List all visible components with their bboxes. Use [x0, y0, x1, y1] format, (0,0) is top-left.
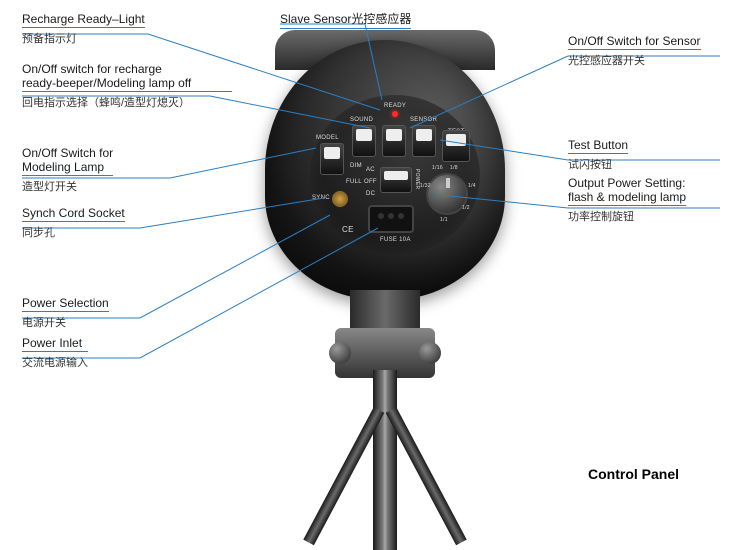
ce-text: CE — [342, 225, 354, 234]
flash-head: READY SOUND SENSOR TEST MODEL DIM FULL A… — [265, 40, 505, 300]
sensor-text: SENSOR — [410, 117, 437, 123]
sound-switch — [352, 125, 376, 157]
dim-text: DIM — [350, 163, 362, 169]
dial-16: 1/16 — [432, 165, 443, 171]
label-power-inlet: Power Inlet 交流电源输入 — [22, 336, 88, 370]
dc-text: DC — [366, 191, 375, 197]
dial-2: 1/2 — [462, 205, 470, 211]
label-test-button: Test Button 试闪按钮 — [568, 138, 628, 172]
device: READY SOUND SENSOR TEST MODEL DIM FULL A… — [255, 40, 515, 480]
modeling-switch — [320, 143, 344, 175]
sensor-switch — [412, 125, 436, 157]
label-power-selection: Power Selection 电源开关 — [22, 296, 109, 330]
ac-text: AC — [366, 167, 375, 173]
ready-led-icon — [392, 111, 398, 117]
off-text: OFF — [364, 179, 377, 185]
label-sync-socket: Synch Cord Socket 同步孔 — [22, 206, 125, 240]
fuse-text: FUSE 10A — [380, 237, 411, 243]
test-switch — [442, 130, 470, 162]
dial-4: 1/4 — [468, 183, 476, 189]
sync-socket-icon — [332, 191, 348, 207]
sync-text: SYNC — [312, 195, 330, 201]
label-sensor-switch: On/Off Switch for Sensor 光控感应器开关 — [568, 34, 701, 68]
knob-right — [419, 342, 441, 364]
knob-left — [329, 342, 351, 364]
sound-text: SOUND — [350, 117, 373, 123]
dial-32: 1/32 — [420, 183, 431, 189]
label-slave-sensor: Slave Sensor光控感应器 — [280, 10, 411, 31]
diagram-title: Control Panel — [588, 466, 679, 482]
stand-pole — [373, 370, 397, 550]
full-text: FULL — [346, 179, 362, 185]
control-panel-face: READY SOUND SENSOR TEST MODEL DIM FULL A… — [310, 95, 480, 255]
label-recharge-beeper: On/Off switch for recharge ready-beeper/… — [22, 62, 232, 110]
dial-1: 1/1 — [440, 217, 448, 223]
ready-text: READY — [384, 103, 406, 109]
power-switch — [380, 167, 412, 193]
power-inlet-icon — [368, 205, 414, 233]
model-text: MODEL — [316, 135, 339, 141]
dial-8: 1/8 — [450, 165, 458, 171]
label-modeling-switch: On/Off Switch for Modeling Lamp 造型灯开关 — [22, 146, 113, 194]
label-recharge-ready: Recharge Ready–Light 预备指示灯 — [22, 12, 145, 46]
label-output-power: Output Power Setting: flash & modeling l… — [568, 176, 686, 224]
stand-leg-right — [386, 407, 467, 545]
beeper-switch — [382, 125, 406, 157]
